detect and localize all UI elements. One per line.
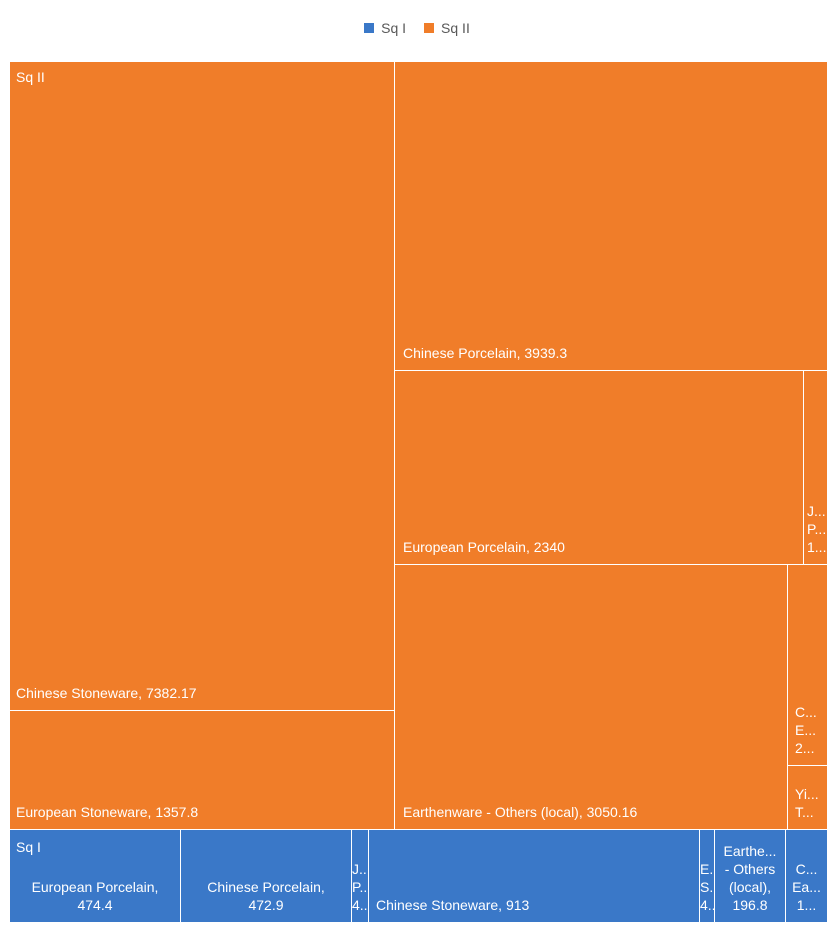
treemap-label-sq-i-european-porcelain-line-0: European Porcelain, [32,879,159,895]
treemap-label-sq-ii-item-6-line-2: 2... [795,740,814,756]
treemap-label-sq-i-earthenware-others-local-line-3: 196.8 [732,897,767,913]
treemap-cell-sq-i-chinese-porcelain [181,830,351,922]
treemap-cell-sq-ii-item-7 [788,766,827,829]
treemap-label-sq-i-chinese-stoneware-line-0: Chinese Stoneware, 913 [376,897,530,913]
treemap-label-sq-i-earthenware-others-local-line-0: Earthe... [724,843,777,859]
treemap-label-sq-i-item-6-line-2: 1... [797,897,816,913]
legend-swatch-sq-i [364,23,375,33]
legend: Sq I Sq II [0,20,834,36]
treemap-label-sq-i-item-2-line-0: J... [352,861,371,877]
legend-label-sq-i: Sq I [381,20,407,36]
treemap-label-sq-i-earthenware-others-local-line-2: (local), [729,879,771,895]
legend-item-sq-i: Sq I [364,20,406,36]
treemap-label-sq-i-earthenware-others-local-line-1: - Others [725,861,776,877]
treemap-label-sq-i-chinese-porcelain-line-1: 472.9 [248,897,283,913]
treemap-label-sq-ii-earthenware-others-local-line-0: Earthenware - Others (local), 3050.16 [403,804,637,820]
treemap-cell-sq-i-chinese-stoneware [369,830,699,922]
treemap-label-sq-ii-item-6-line-0: C... [795,704,817,720]
treemap-cell-sq-ii-european-stoneware [10,711,394,829]
treemap-label-sq-ii-item-4-line-1: P... [807,521,826,537]
treemap-cell-sq-i-european-porcelain [10,830,180,922]
treemap-label-sq-ii-european-stoneware-line-0: European Stoneware, 1357.8 [16,804,198,820]
treemap-label-sq-i-item-4-line-2: 4... [700,897,719,913]
treemap-cell-sq-i-item-2 [352,830,368,922]
treemap-label-sq-i-european-porcelain-line-1: 474.4 [77,897,112,913]
treemap-cell-sq-ii-item-4 [804,371,827,564]
treemap-label-sq-ii-item-4-line-2: 1... [807,539,826,555]
treemap-label-sq-ii-european-porcelain-line-0: European Porcelain, 2340 [403,539,565,555]
treemap-cell-sq-ii-item-6 [788,565,827,765]
treemap-group-header-sq-ii: Sq II [16,69,45,85]
treemap-label-sq-ii-item-7-line-0: Yi... [795,786,819,802]
treemap-label-sq-i-item-2-line-1: P... [352,879,371,895]
treemap-label-sq-ii-chinese-stoneware-line-0: Chinese Stoneware, 7382.17 [16,685,197,701]
treemap-cell-sq-i-earthenware-others-local [715,830,785,922]
treemap-cell-sq-i-item-4 [700,830,714,922]
treemap-cell-sq-ii-european-porcelain [395,371,803,564]
treemap-cell-sq-i-item-6 [786,830,827,922]
treemap-label-sq-ii-chinese-porcelain-line-0: Chinese Porcelain, 3939.3 [403,345,567,361]
treemap-label-sq-i-item-2-line-2: 4... [352,897,371,913]
legend-swatch-sq-ii [424,23,435,33]
legend-label-sq-ii: Sq II [441,20,470,36]
treemap-group-header-sq-i: Sq I [16,839,41,855]
treemap-cell-sq-ii-chinese-stoneware [10,62,394,710]
legend-item-sq-ii: Sq II [424,20,470,36]
treemap-label-sq-i-chinese-porcelain-line-0: Chinese Porcelain, [207,879,325,895]
treemap-cell-sq-ii-chinese-porcelain [395,62,827,370]
treemap-label-sq-i-item-6-line-0: C... [796,861,818,877]
treemap-label-sq-ii-item-6-line-1: E... [795,722,816,738]
treemap-label-sq-i-item-6-line-1: Ea... [792,879,821,895]
treemap-cell-sq-ii-earthenware-others-local [395,565,787,829]
treemap-label-sq-ii-item-4-line-0: J... [807,503,826,519]
treemap-label-sq-ii-item-7-line-1: T... [795,804,814,820]
